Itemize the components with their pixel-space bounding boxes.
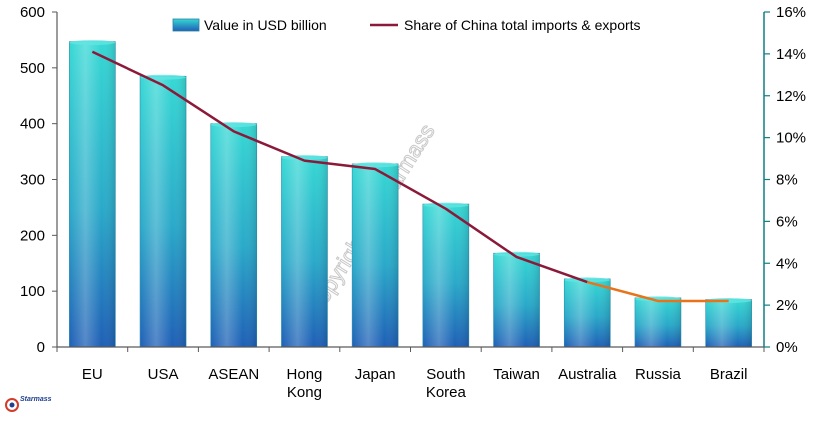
left-tick-label: 200 xyxy=(20,227,45,244)
bar-cap xyxy=(422,202,469,208)
bar-cap xyxy=(69,40,116,46)
bar-sheen xyxy=(352,163,399,347)
right-tick-label: 2% xyxy=(776,297,798,314)
logo-core-icon xyxy=(9,402,15,408)
right-tick-label: 16% xyxy=(776,4,806,21)
logo-swirl-icon xyxy=(5,398,19,412)
right-tick-label: 0% xyxy=(776,339,798,356)
bar-sheen xyxy=(210,123,257,348)
x-tick-label: Hong xyxy=(287,366,323,383)
x-tick-label: ASEAN xyxy=(208,366,259,383)
x-tick-label: South xyxy=(426,366,465,383)
bar-sheen xyxy=(140,76,187,347)
left-tick-label: 100 xyxy=(20,283,45,300)
left-tick-label: 500 xyxy=(20,60,45,77)
x-tick-label: Brazil xyxy=(710,366,748,383)
bar-sheen xyxy=(634,297,681,347)
right-tick-label: 8% xyxy=(776,172,798,189)
bar-sheen xyxy=(705,299,752,347)
x-tick-label: EU xyxy=(82,366,103,383)
left-tick-label: 600 xyxy=(20,4,45,21)
bar-sheen xyxy=(564,278,611,347)
share-line-tail xyxy=(586,280,729,303)
legend-label-bars: Value in USD billion xyxy=(204,17,327,33)
starmass-logo: Starmass xyxy=(5,396,52,412)
share-line xyxy=(91,50,588,284)
line-series xyxy=(91,50,729,303)
legend-label-line: Share of China total imports & exports xyxy=(404,17,641,33)
bar-sheen xyxy=(422,204,469,347)
bar-sheen xyxy=(69,41,116,347)
bar-cap xyxy=(210,122,257,128)
legend-swatch-bars xyxy=(172,18,200,32)
bar-cap xyxy=(352,162,399,168)
x-tick-label: USA xyxy=(148,366,179,383)
right-tick-label: 12% xyxy=(776,88,806,105)
bar-cap xyxy=(493,251,540,257)
bar-sheen xyxy=(281,156,328,347)
logo-text: Starmass xyxy=(20,396,52,403)
right-tick-label: 4% xyxy=(776,255,798,272)
axes: 0 100 200 300 400 500 600 0% 2% 4% 6% 8% 10% 12% 14% 16… xyxy=(20,4,806,401)
legend: Value in USD billion Share of China tota… xyxy=(172,17,641,33)
left-tick-label: 300 xyxy=(20,172,45,189)
x-tick-label: Japan xyxy=(355,366,396,383)
right-tick-label: 14% xyxy=(776,46,806,63)
x-tick-label: Korea xyxy=(426,384,467,401)
left-tick-label: 400 xyxy=(20,116,45,133)
bar-sheen xyxy=(493,253,540,347)
bar-series xyxy=(69,40,752,348)
right-tick-label: 10% xyxy=(776,130,806,147)
x-tick-label: Australia xyxy=(558,366,617,383)
right-tick-label: 6% xyxy=(776,213,798,230)
left-tick-label: 0 xyxy=(37,339,45,356)
x-tick-label: Russia xyxy=(635,366,682,383)
x-tick-label: Taiwan xyxy=(493,366,540,383)
x-tick-label: Kong xyxy=(287,384,322,401)
